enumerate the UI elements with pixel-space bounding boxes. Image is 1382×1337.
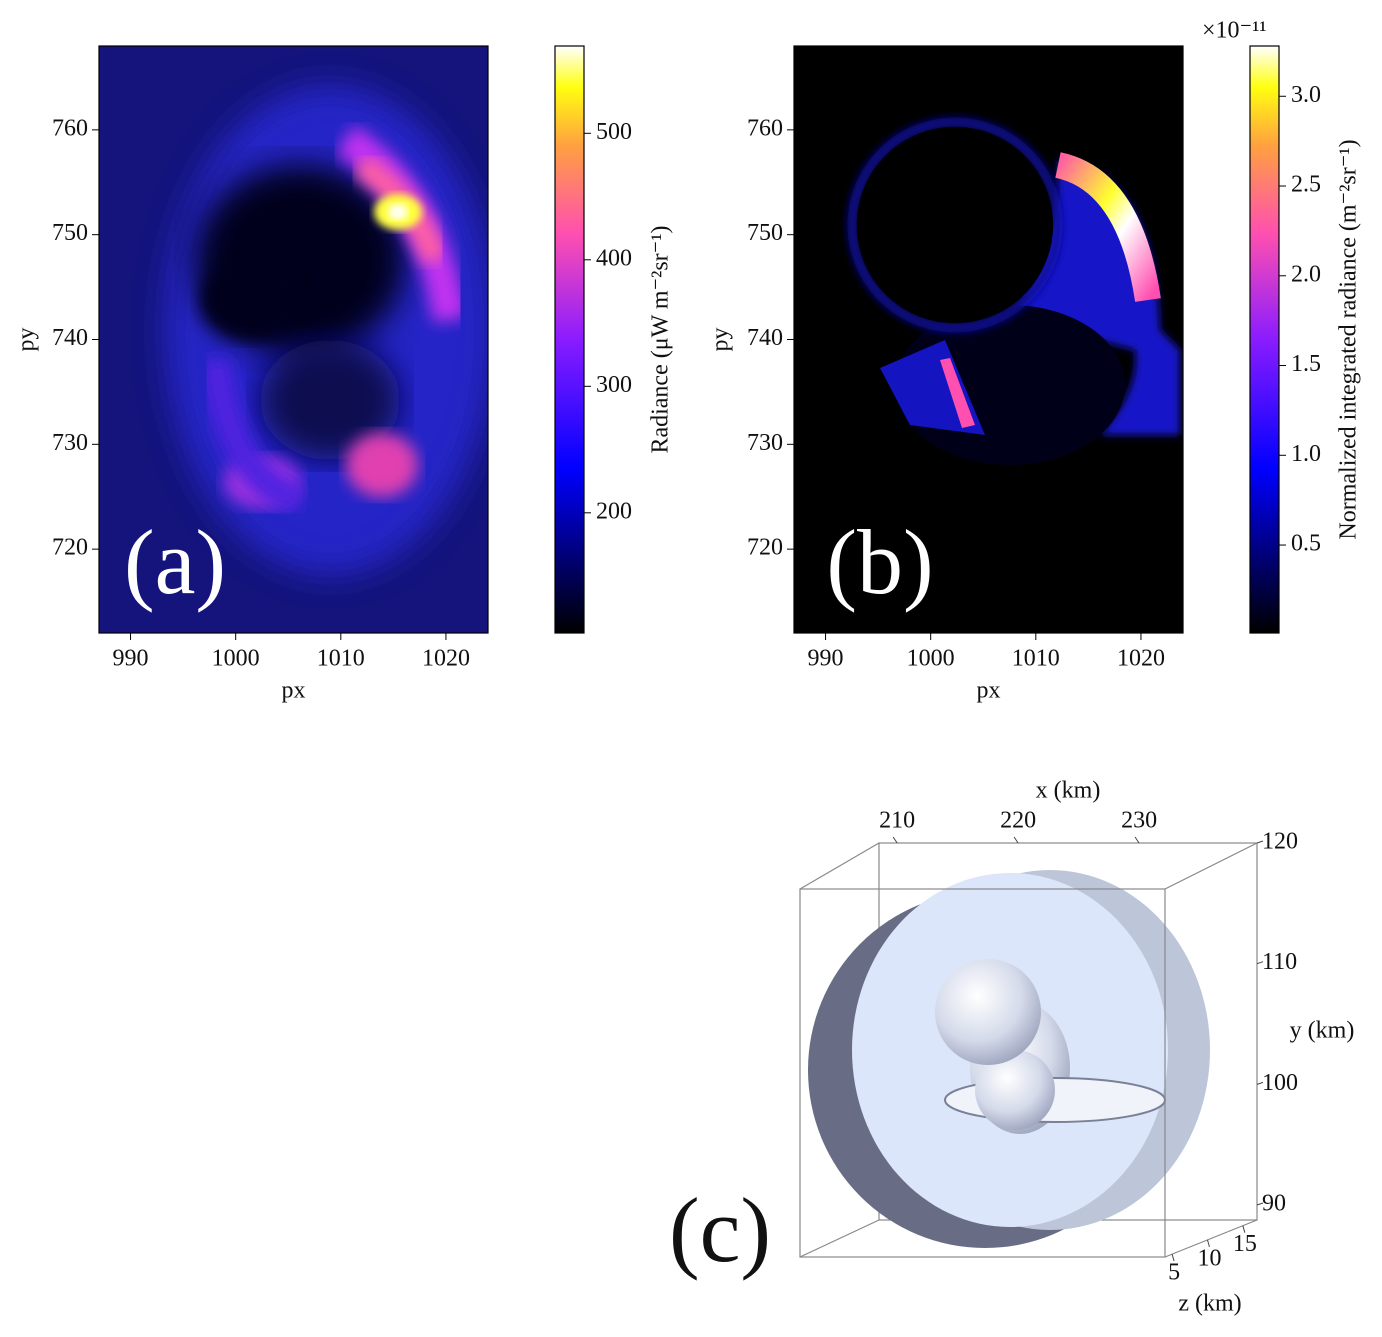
y-tick-label: 720 (747, 535, 783, 561)
x-tick-label: 1000 (907, 646, 955, 672)
x-tick (1134, 836, 1140, 844)
z-tick-label: 10 (1197, 1245, 1221, 1271)
colorbar-tick-label: 200 (596, 498, 632, 524)
x-tick-label: 1020 (1117, 646, 1165, 672)
y-axis-label: py (708, 328, 734, 352)
z-tick-label: 15 (1233, 1231, 1257, 1257)
x-tick-label: 1010 (317, 646, 365, 672)
x-tick (892, 836, 898, 844)
surface-3d (799, 842, 1258, 1258)
panel-label: (b) (826, 511, 933, 613)
y-tick-label: 90 (1262, 1191, 1286, 1217)
x-tick-label: 210 (879, 808, 915, 834)
x-tick-label: 1020 (422, 646, 470, 672)
x-tick (1013, 836, 1019, 844)
z-tick-label: 5 (1168, 1260, 1180, 1286)
y-tick-label: 110 (1262, 949, 1297, 975)
z-tick (1242, 1225, 1246, 1233)
y-tick-label: 740 (747, 325, 783, 351)
y-tick-label: 760 (747, 115, 783, 141)
colorbar-label: Normalized integrated radiance (m⁻²sr⁻¹) (1336, 139, 1362, 539)
x-tick-label: 230 (1121, 808, 1157, 834)
x-tick-label: 1010 (1012, 646, 1060, 672)
colorbar-tick-label: 1.5 (1291, 351, 1321, 377)
y-tick-label: 730 (747, 430, 783, 456)
y-tick-label: 760 (52, 115, 88, 141)
heatmap-image (794, 46, 1183, 633)
y-tick-label: 730 (52, 430, 88, 456)
colorbar-tick-label: 400 (596, 245, 632, 271)
y-axis-label: py (14, 328, 40, 352)
x-tick-label: 220 (1000, 808, 1036, 834)
y-tick-label: 750 (52, 220, 88, 246)
x-axis-label: x (km) (1036, 778, 1101, 804)
y-tick-label: 100 (1262, 1070, 1298, 1096)
colorbar-offset: ×10⁻¹¹ (1202, 18, 1267, 44)
y-tick (1256, 1081, 1264, 1085)
z-axis-label: z (km) (1178, 1291, 1241, 1317)
colorbar-tick-label: 1.0 (1291, 441, 1321, 467)
colorbar-tick-label: 2.0 (1291, 261, 1321, 287)
y-tick (1256, 961, 1264, 965)
y-tick-label: 720 (52, 535, 88, 561)
x-axis-label: px (977, 678, 1001, 704)
colorbar-tick-label: 0.5 (1291, 531, 1321, 557)
colorbar-label: Radiance (μW m⁻²sr⁻¹) (648, 225, 674, 453)
colorbar-tick-label: 2.5 (1291, 172, 1321, 198)
colorbar-tick-label: 500 (596, 119, 632, 145)
panel-label: (c) (669, 1179, 771, 1281)
y-tick-label: 740 (52, 325, 88, 351)
z-tick (1206, 1239, 1210, 1248)
colorbar-tick-label: 3.0 (1291, 82, 1321, 108)
y-tick-label: 750 (747, 220, 783, 246)
y-tick-label: 120 (1262, 829, 1298, 855)
colorbar-tick-label: 300 (596, 372, 632, 398)
y-tick (1256, 1202, 1264, 1206)
x-tick-label: 990 (113, 646, 149, 672)
y-tick (1256, 840, 1264, 844)
z-tick (1171, 1254, 1175, 1262)
panel-label: (a) (124, 511, 226, 613)
heatmap-image (99, 46, 488, 633)
x-axis-label: px (282, 678, 306, 704)
x-tick-label: 990 (808, 646, 844, 672)
colorbar (1249, 45, 1280, 634)
y-axis-label: y (km) (1290, 1018, 1355, 1044)
colorbar (554, 45, 585, 634)
x-tick-label: 1000 (212, 646, 260, 672)
